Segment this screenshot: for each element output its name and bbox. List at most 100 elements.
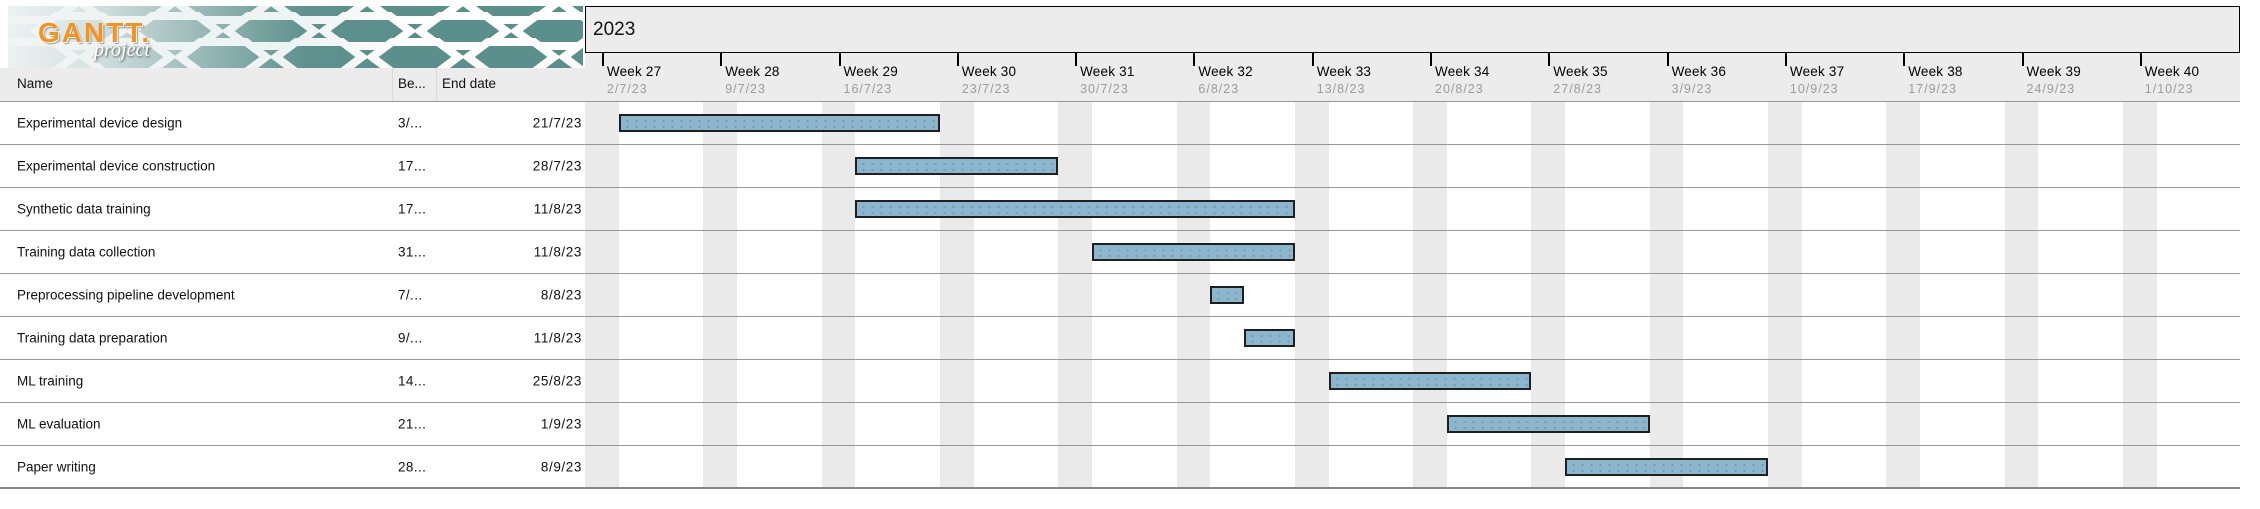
week-start-date: 24/9/23 [2026, 82, 2076, 96]
column-divider[interactable] [392, 68, 393, 101]
week-tick [838, 53, 841, 66]
weekend-band [1886, 102, 1921, 489]
week-tick [1903, 53, 1906, 66]
weekend-band [821, 102, 856, 489]
week-start-date: 9/7/23 [725, 82, 766, 96]
week-label: Week 33 [1316, 64, 1372, 79]
task-row[interactable]: Training data preparation 9/... 11/8/23 [0, 317, 2240, 360]
task-row[interactable]: ML evaluation 21... 1/9/23 [0, 403, 2240, 446]
week-tick [1548, 53, 1551, 66]
task-row[interactable]: Experimental device construction 17... 28/… [0, 145, 2240, 188]
gantt-bar[interactable] [1210, 286, 1245, 305]
weekend-band [585, 102, 619, 489]
task-name-cell: Experimental device construction [17, 158, 216, 174]
task-end-cell: 8/8/23 [540, 287, 582, 303]
week-label: Week 32 [1198, 64, 1253, 79]
task-name-cell: Training data preparation [17, 330, 168, 346]
week-label: Week 28 [725, 64, 780, 79]
week-start-date: 1/10/23 [2144, 82, 2194, 96]
weekend-band [1176, 102, 1211, 489]
week-start-date: 6/8/23 [1198, 82, 1240, 96]
week-start-date: 13/8/23 [1316, 82, 1366, 96]
weekend-band [2122, 102, 2157, 489]
week-tick [1784, 53, 1787, 66]
task-name-cell: ML training [17, 373, 84, 389]
column-header-end[interactable]: End date [442, 76, 497, 91]
task-begin-cell: 17... [398, 158, 427, 174]
gantt-bar[interactable] [1244, 329, 1295, 348]
column-header-name[interactable]: Name [17, 76, 54, 91]
week-tick [1311, 53, 1314, 66]
task-row[interactable]: Experimental device design 3/... 21/7/23 [0, 102, 2240, 145]
weekend-band [1058, 102, 1092, 489]
week-label: Week 38 [1908, 64, 1963, 79]
week-start-date: 17/9/23 [1908, 82, 1957, 96]
task-name-cell: ML evaluation [17, 416, 101, 432]
week-tick [1193, 53, 1196, 66]
gantt-bar[interactable] [855, 157, 1059, 176]
task-end-cell: 1/9/23 [540, 416, 582, 432]
task-table-header: Name Be... End date [0, 68, 585, 101]
task-begin-cell: 9/... [398, 330, 423, 346]
banner-fade-overlay [8, 6, 583, 68]
task-name-cell: Preprocessing pipeline development [17, 287, 235, 303]
task-row[interactable]: Training data collection 31... 11/8/23 [0, 231, 2240, 274]
task-end-cell: 11/8/23 [533, 330, 582, 346]
ganttproject-logo-subtitle: project [94, 39, 150, 61]
gantt-bar[interactable] [618, 114, 940, 133]
week-start-date: 3/9/23 [1671, 82, 1713, 96]
week-tick [956, 53, 959, 66]
weekend-band [1768, 102, 1802, 489]
week-tick [2021, 53, 2024, 66]
task-begin-cell: 14... [398, 373, 427, 389]
week-start-date: 2/7/23 [606, 82, 648, 96]
week-label: Week 29 [843, 64, 898, 79]
task-begin-cell: 21... [398, 416, 427, 432]
week-label: Week 27 [606, 64, 662, 79]
timeline-year-header: 2023 [585, 6, 2240, 53]
week-label: Week 35 [1553, 64, 1608, 79]
gantt-bar[interactable] [1328, 372, 1532, 391]
task-row[interactable]: ML training 14... 25/8/23 [0, 360, 2240, 403]
weekend-band [703, 102, 738, 489]
task-end-cell: 11/8/23 [533, 201, 582, 217]
task-name-cell: Training data collection [17, 244, 156, 260]
task-begin-cell: 28... [398, 459, 427, 474]
week-start-date: 10/9/23 [1789, 82, 1839, 96]
gantt-bar[interactable] [1092, 243, 1295, 262]
column-divider[interactable] [436, 68, 437, 101]
task-name-cell: Paper writing [17, 459, 96, 474]
gantt-bar[interactable] [1565, 457, 1768, 476]
weekend-band [2004, 102, 2039, 489]
task-row[interactable]: Paper writing 28... 8/9/23 [0, 446, 2240, 489]
weekend-band [1649, 102, 1684, 489]
weekend-band [1413, 102, 1447, 489]
task-row[interactable]: Preprocessing pipeline development 7/... 8… [0, 274, 2240, 317]
week-tick [720, 53, 723, 66]
week-tick [1666, 53, 1669, 66]
week-start-date: 27/8/23 [1553, 82, 1603, 96]
week-tick [2139, 53, 2142, 66]
app-logo-banner: GANTT. project [8, 6, 583, 68]
task-end-cell: 8/9/23 [540, 459, 582, 474]
week-start-date: 30/7/23 [1080, 82, 1129, 96]
task-begin-cell: 31... [398, 244, 427, 260]
weekend-band [1294, 102, 1329, 489]
task-end-cell: 21/7/23 [532, 115, 582, 131]
week-label: Week 34 [1435, 64, 1490, 79]
task-row[interactable]: Synthetic data training 17... 11/8/23 [0, 188, 2240, 231]
week-start-date: 20/8/23 [1435, 82, 1484, 96]
gantt-bar[interactable] [1446, 415, 1650, 434]
task-end-cell: 28/7/23 [532, 158, 582, 174]
year-label: 2023 [593, 18, 636, 40]
task-begin-cell: 7/... [398, 287, 423, 303]
timeline-week-header: Week 27 2/7/23 Week 28 9/7/23 Week 29 16/7/23… [585, 53, 2240, 101]
gantt-bar[interactable] [855, 200, 1295, 219]
week-label: Week 37 [1789, 64, 1845, 79]
week-tick [1430, 53, 1432, 66]
column-header-begin[interactable]: Be... [398, 76, 426, 91]
week-tick [601, 53, 604, 66]
week-start-date: 16/7/23 [843, 82, 893, 96]
week-label: Week 30 [961, 64, 1017, 79]
